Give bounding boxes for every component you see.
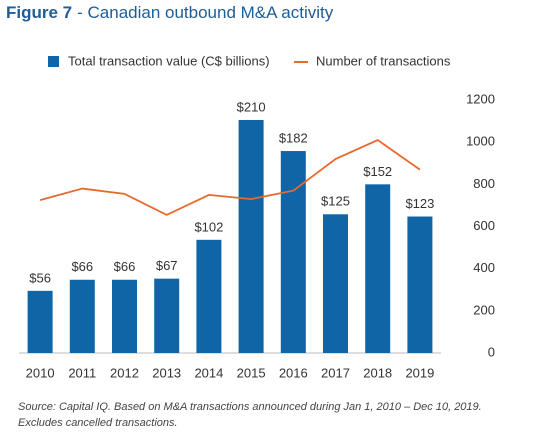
value-label: $125 — [321, 194, 350, 209]
bar — [154, 278, 180, 353]
y2-tick-label: 400 — [473, 260, 495, 275]
value-label: $123 — [405, 196, 434, 211]
value-label: $182 — [279, 130, 308, 145]
bar — [323, 214, 348, 353]
x-tick-label: 2015 — [237, 365, 266, 380]
bar — [112, 279, 137, 353]
x-tick-label: 2014 — [194, 365, 223, 380]
line — [39, 139, 421, 216]
y2-tick-label: 0 — [488, 344, 495, 359]
x-tick-label: 2018 — [363, 365, 392, 380]
y2-tick-label: 1000 — [466, 134, 495, 149]
value-label: $210 — [237, 99, 266, 114]
value-label: $56 — [29, 270, 51, 285]
title-text: - Canadian outbound M&A activity — [77, 3, 334, 22]
legend-label: Total transaction value (C$ billions) — [68, 53, 270, 68]
bar — [407, 216, 433, 353]
y2-tick-label: 1200 — [466, 91, 495, 106]
legend-swatch — [48, 56, 59, 67]
value-label: $152 — [363, 164, 392, 179]
y2-tick-label: 600 — [473, 218, 495, 233]
source-note: Excludes cancelled transactions. — [18, 417, 178, 429]
x-tick-label: 2012 — [110, 365, 139, 380]
source-note: Source: Capital IQ. Based on M&A transac… — [18, 401, 482, 413]
chart-title: Figure 7 - Canadian outbound M&A activity — [6, 3, 334, 22]
value-label: $67 — [156, 258, 178, 273]
value-label: $66 — [114, 259, 136, 274]
bar — [196, 239, 222, 353]
figure-label: Figure 7 — [6, 3, 72, 22]
y2-tick-label: 200 — [473, 302, 495, 317]
legend-label: Number of transactions — [316, 53, 451, 68]
bar — [27, 290, 53, 353]
x-tick-label: 2016 — [279, 365, 308, 380]
bar — [69, 279, 95, 353]
x-tick-label: 2017 — [321, 365, 350, 380]
x-tick-label: 2013 — [152, 365, 181, 380]
bar — [365, 184, 391, 353]
y2-tick-label: 800 — [473, 176, 495, 191]
value-label: $102 — [194, 219, 223, 234]
x-tick-label: 2011 — [68, 365, 96, 380]
bar — [280, 151, 306, 353]
bar — [238, 119, 264, 353]
value-label: $66 — [71, 259, 93, 274]
x-tick-label: 2019 — [405, 365, 434, 380]
x-tick-label: 2010 — [26, 365, 55, 380]
